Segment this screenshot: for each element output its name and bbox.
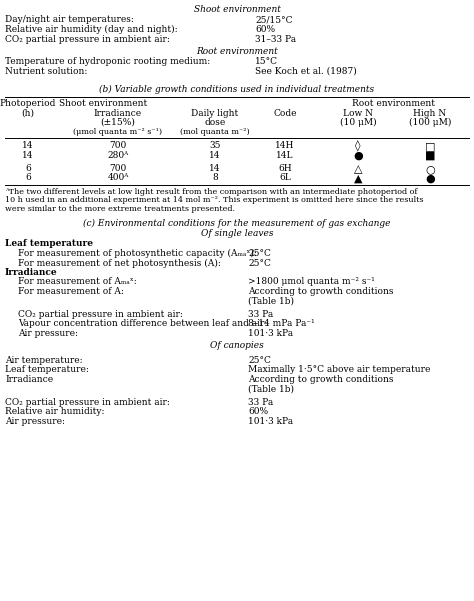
Text: >1800 μmol quanta m⁻² s⁻¹: >1800 μmol quanta m⁻² s⁻¹: [248, 278, 375, 287]
Text: 700: 700: [109, 164, 127, 173]
Text: ◊: ◊: [355, 141, 361, 153]
Text: 25°C: 25°C: [248, 356, 271, 365]
Text: were similar to the more extreme treatments presented.: were similar to the more extreme treatme…: [5, 205, 235, 213]
Text: ᴬThe two different levels at low light result from the comparison with an interm: ᴬThe two different levels at low light r…: [5, 188, 418, 196]
Text: 6L: 6L: [279, 174, 291, 183]
Text: 101·3 kPa: 101·3 kPa: [248, 329, 293, 338]
Text: For measurement of photosynthetic capacity (Aₘₐˣ):: For measurement of photosynthetic capaci…: [18, 249, 257, 258]
Text: For measurement of Aₘₐˣ:: For measurement of Aₘₐˣ:: [18, 278, 137, 287]
Text: Code: Code: [273, 109, 297, 118]
Text: 35: 35: [209, 141, 221, 150]
Text: △: △: [354, 164, 362, 174]
Text: Daily light: Daily light: [191, 109, 238, 118]
Text: Maximally 1·5°C above air temperature: Maximally 1·5°C above air temperature: [248, 365, 430, 374]
Text: Photoperiod: Photoperiod: [0, 99, 56, 108]
Text: CO₂ partial pressure in ambient air:: CO₂ partial pressure in ambient air:: [5, 34, 170, 43]
Text: Irradiance: Irradiance: [5, 268, 58, 277]
Text: Irradiance: Irradiance: [5, 375, 53, 384]
Text: 8: 8: [212, 174, 218, 183]
Text: ■: ■: [425, 150, 435, 160]
Text: (c) Environmental conditions for the measurement of gas exchange: (c) Environmental conditions for the mea…: [83, 219, 391, 228]
Text: 14L: 14L: [276, 150, 294, 159]
Text: Day/night air temperatures:: Day/night air temperatures:: [5, 16, 134, 25]
Text: According to growth conditions: According to growth conditions: [248, 287, 393, 296]
Text: 25/15°C: 25/15°C: [255, 16, 292, 25]
Text: Nutrient solution:: Nutrient solution:: [5, 67, 87, 76]
Text: High N: High N: [413, 109, 447, 118]
Text: For measurement of net photosynthesis (A):: For measurement of net photosynthesis (A…: [18, 258, 221, 267]
Text: 400ᴬ: 400ᴬ: [107, 174, 128, 183]
Text: (mol quanta m⁻²): (mol quanta m⁻²): [180, 127, 250, 135]
Text: (10 μM): (10 μM): [340, 118, 376, 127]
Text: (Table 1b): (Table 1b): [248, 296, 294, 305]
Text: Leaf temperature: Leaf temperature: [5, 240, 93, 248]
Text: Low N: Low N: [343, 109, 373, 118]
Text: Relative air humidity:: Relative air humidity:: [5, 407, 104, 416]
Text: Air pressure:: Air pressure:: [18, 329, 78, 338]
Text: Of canopies: Of canopies: [210, 341, 264, 350]
Text: 700: 700: [109, 141, 127, 150]
Text: Air pressure:: Air pressure:: [5, 417, 65, 426]
Text: 60%: 60%: [248, 407, 268, 416]
Text: 6H: 6H: [278, 164, 292, 173]
Text: □: □: [425, 141, 435, 151]
Text: 25°C: 25°C: [248, 258, 271, 267]
Text: (Table 1b): (Table 1b): [248, 385, 294, 394]
Text: According to growth conditions: According to growth conditions: [248, 375, 393, 384]
Text: Root environment: Root environment: [353, 99, 436, 108]
Text: ●: ●: [353, 150, 363, 160]
Text: 101·3 kPa: 101·3 kPa: [248, 417, 293, 426]
Text: ●: ●: [425, 174, 435, 183]
Text: 33 Pa: 33 Pa: [248, 310, 273, 319]
Text: Root environment: Root environment: [196, 47, 278, 56]
Text: CO₂ partial pressure in ambient air:: CO₂ partial pressure in ambient air:: [5, 398, 170, 407]
Text: 6: 6: [25, 174, 31, 183]
Text: CO₂ partial pressure in ambient air:: CO₂ partial pressure in ambient air:: [18, 310, 183, 319]
Text: 14H: 14H: [275, 141, 295, 150]
Text: Relative air humidity (day and night):: Relative air humidity (day and night):: [5, 25, 178, 34]
Text: 33 Pa: 33 Pa: [248, 398, 273, 407]
Text: Leaf temperature:: Leaf temperature:: [5, 365, 89, 374]
Text: 6: 6: [25, 164, 31, 173]
Text: See Koch et al. (1987): See Koch et al. (1987): [255, 67, 357, 76]
Text: 31–33 Pa: 31–33 Pa: [255, 34, 296, 43]
Text: Temperature of hydroponic rooting medium:: Temperature of hydroponic rooting medium…: [5, 58, 210, 67]
Text: Of single leaves: Of single leaves: [201, 229, 273, 238]
Text: (h): (h): [21, 109, 35, 118]
Text: 280ᴬ: 280ᴬ: [108, 150, 128, 159]
Text: 14: 14: [209, 150, 221, 159]
Text: Shoot environment: Shoot environment: [193, 5, 281, 14]
Text: (100 μM): (100 μM): [409, 118, 451, 127]
Text: dose: dose: [204, 118, 226, 127]
Text: Shoot environment: Shoot environment: [59, 99, 147, 108]
Text: 14: 14: [22, 150, 34, 159]
Text: 10 h used in an additional experiment at 14 mol m⁻². This experiment is omitted : 10 h used in an additional experiment at…: [5, 197, 423, 204]
Text: ▲: ▲: [354, 174, 362, 183]
Text: 60%: 60%: [255, 25, 275, 34]
Text: Irradiance: Irradiance: [94, 109, 142, 118]
Text: 15°C: 15°C: [255, 58, 278, 67]
Text: Vapour concentration difference between leaf and air:: Vapour concentration difference between …: [18, 320, 267, 329]
Text: (b) Variable growth conditions used in individual treatments: (b) Variable growth conditions used in i…: [100, 85, 374, 94]
Text: For measurement of A:: For measurement of A:: [18, 287, 124, 296]
Text: (μmol quanta m⁻² s⁻¹): (μmol quanta m⁻² s⁻¹): [73, 127, 163, 135]
Text: 8–14 mPa Pa⁻¹: 8–14 mPa Pa⁻¹: [248, 320, 315, 329]
Text: Air temperature:: Air temperature:: [5, 356, 82, 365]
Text: (±15%): (±15%): [100, 118, 136, 127]
Text: 25°C: 25°C: [248, 249, 271, 258]
Text: ○: ○: [425, 164, 435, 174]
Text: 14: 14: [22, 141, 34, 150]
Text: 14: 14: [209, 164, 221, 173]
